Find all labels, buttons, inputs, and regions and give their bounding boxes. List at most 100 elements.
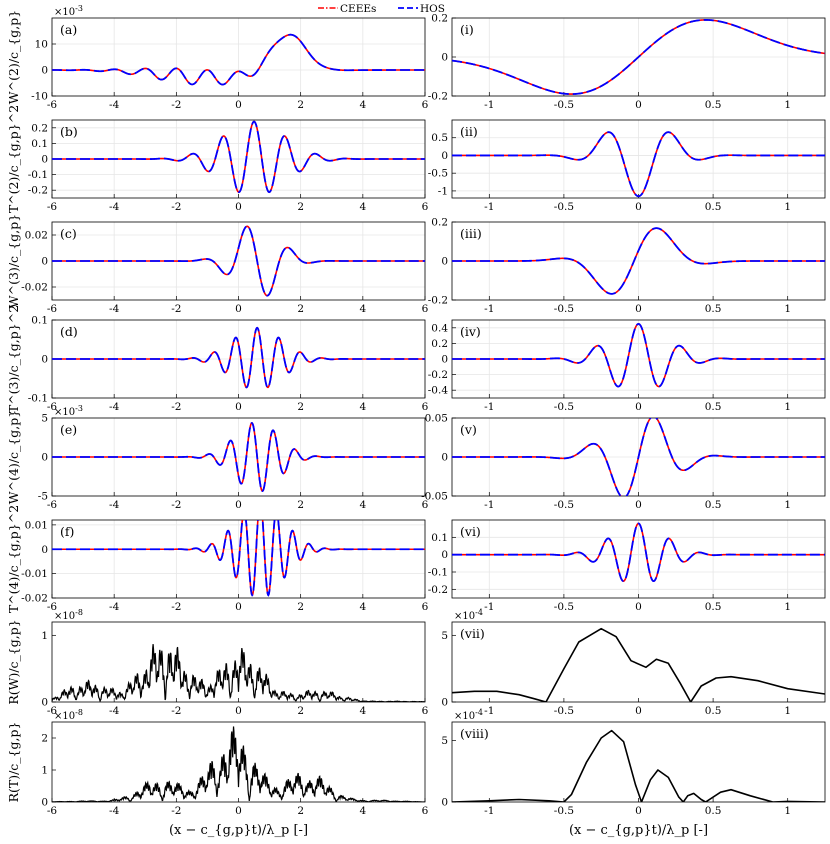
y-tick-label: 0: [441, 452, 448, 464]
x-tick-label: 0.5: [705, 499, 722, 511]
panel-i: -1 -0.5 0 0.5 1 -0.2 0 0.2 (i): [428, 13, 826, 111]
panel-v: -1 -0.5 0 0.5 1 -0.05 0 0.05 (v): [421, 413, 826, 511]
series-hos: [452, 227, 825, 295]
series-hos: [452, 522, 825, 583]
panel-h: -6 -4 -2 0 2 4 6 0 1 2 ×10-8 R(T)/c_{g,p}: [6, 708, 429, 817]
x-tick-label: 1: [784, 499, 791, 511]
y-tick-label: -5: [38, 491, 48, 503]
x-tick-label: -2: [171, 705, 181, 717]
x-tick-label: -4: [109, 705, 120, 717]
y-tick-label: -0.2: [428, 369, 448, 381]
y-tick-label: 10: [35, 39, 48, 51]
y-tick-label: 5: [41, 413, 48, 425]
x-tick-label: 6: [422, 303, 429, 315]
x-tick-label: 1: [784, 201, 791, 213]
axis-multiplier: ×10-3: [54, 404, 83, 418]
x-tick-label: -0.5: [554, 201, 574, 213]
y-tick-label: 0.01: [25, 519, 48, 531]
panel-viii: -1 -0.5 0 0.5 1 0 5 ×10-4 (viii): [441, 708, 826, 817]
x-tick-label: 4: [359, 499, 366, 511]
series-hos: [452, 131, 825, 198]
y-tick-label: 0: [41, 697, 48, 709]
panel-e: -6 -4 -2 0 2 4 6 -5 0 5 ×10-3 (e) W^(4)/c_{g,p}: [6, 404, 429, 511]
x-tick-label: 0: [635, 499, 642, 511]
x-tick-label: 0: [235, 499, 242, 511]
x-tick-label: -2: [171, 601, 181, 613]
y-tick-label: 0: [41, 797, 48, 809]
x-tick-label: 0.5: [705, 805, 722, 817]
x-tick-label: -4: [109, 99, 120, 111]
panel-tag: (vi): [460, 524, 481, 539]
x-tick-label: 0: [635, 401, 642, 413]
y-axis-label: R(T)/c_{g,p}: [6, 722, 21, 803]
y-tick-label: -10: [31, 91, 48, 103]
panel-tag: (b): [60, 124, 78, 139]
y-tick-label: 0: [41, 544, 48, 556]
panel-tag: (v): [460, 422, 477, 437]
panel-tag: (c): [60, 226, 77, 241]
series-hos: [452, 418, 825, 496]
panel-tag: (e): [60, 422, 77, 437]
x-tick-label: -0.5: [554, 705, 574, 717]
y-tick-label: 1: [41, 630, 48, 642]
x-tick-label: 2: [297, 805, 304, 817]
x-tick-label: -2: [171, 805, 181, 817]
x-tick-label: -6: [47, 805, 58, 817]
y-tick-label: -0.02: [21, 593, 48, 605]
x-tick-label: -1: [484, 805, 494, 817]
x-tick-label: -0.5: [554, 99, 574, 111]
y-axis-label: T^(2)/c_{g,p}^2: [6, 105, 21, 213]
x-tick-label: 2: [297, 99, 304, 111]
x-tick-label: 6: [422, 201, 429, 213]
x-tick-label: -2: [171, 201, 181, 213]
x-tick-label: 0: [235, 99, 242, 111]
x-tick-label: 4: [359, 601, 366, 613]
y-axis-label: R(W)/c_{g,p}: [6, 619, 21, 704]
y-tick-label: 0.2: [431, 338, 448, 350]
y-tick-label: 0.4: [431, 322, 448, 334]
axes-box: [451, 621, 826, 703]
x-tick-label: 0: [235, 601, 242, 613]
x-tick-label: -0.5: [554, 499, 574, 511]
y-tick-label: 0: [41, 354, 48, 366]
panel-vii: -1 -0.5 0 0.5 1 0 5 ×10-4 (vii): [441, 608, 826, 717]
y-tick-label: 0: [441, 52, 448, 64]
x-tick-label: 0: [635, 303, 642, 315]
x-tick-label: -6: [47, 99, 58, 111]
y-tick-label: -0.4: [428, 385, 449, 397]
y-tick-label: -0.2: [428, 584, 448, 596]
x-axis-label-right: (x − c_{g,p}t)/λ_p [-]: [569, 823, 708, 838]
y-tick-label: 5: [441, 630, 448, 642]
series-hos: [52, 326, 425, 389]
panel-tag: (viii): [460, 726, 489, 741]
y-axis-label: W^(4)/c_{g,p}: [6, 410, 21, 504]
x-tick-label: 0: [635, 705, 642, 717]
x-tick-label: -1: [484, 303, 494, 315]
x-tick-label: -0.5: [554, 303, 574, 315]
y-tick-label: 0.5: [431, 132, 448, 144]
series-hos: [452, 322, 825, 388]
legend-label-hos: HOS: [420, 3, 445, 15]
x-tick-label: -6: [47, 401, 58, 413]
legend-label-ceees: CEEEs: [340, 3, 376, 15]
x-tick-label: -4: [109, 805, 120, 817]
x-tick-label: -1: [484, 401, 494, 413]
panel-tag: (a): [60, 22, 77, 37]
x-tick-label: -1: [484, 99, 494, 111]
y-tick-label: 1: [41, 765, 48, 777]
series-hos: [52, 225, 425, 297]
panel-vi: -1 -0.5 0 0.5 1 -0.2 -0.1 0 0.1 (vi): [428, 519, 826, 613]
y-axis-label: W^(3)/c_{g,p}: [6, 214, 21, 308]
series-residual: [52, 644, 425, 702]
x-tick-label: 0: [235, 705, 242, 717]
y-tick-label: -0.2: [428, 91, 448, 103]
x-tick-label: 4: [359, 401, 366, 413]
y-tick-label: 0.1: [431, 532, 448, 544]
y-tick-label: 0: [41, 256, 48, 268]
y-axis-label: W^(2)/c_{g,p}: [6, 10, 21, 104]
series-hos: [452, 19, 825, 95]
y-tick-label: 0.1: [31, 315, 48, 327]
y-tick-label: -0.1: [428, 567, 448, 579]
x-tick-label: 4: [359, 705, 366, 717]
axis-multiplier: ×10-4: [454, 608, 483, 622]
